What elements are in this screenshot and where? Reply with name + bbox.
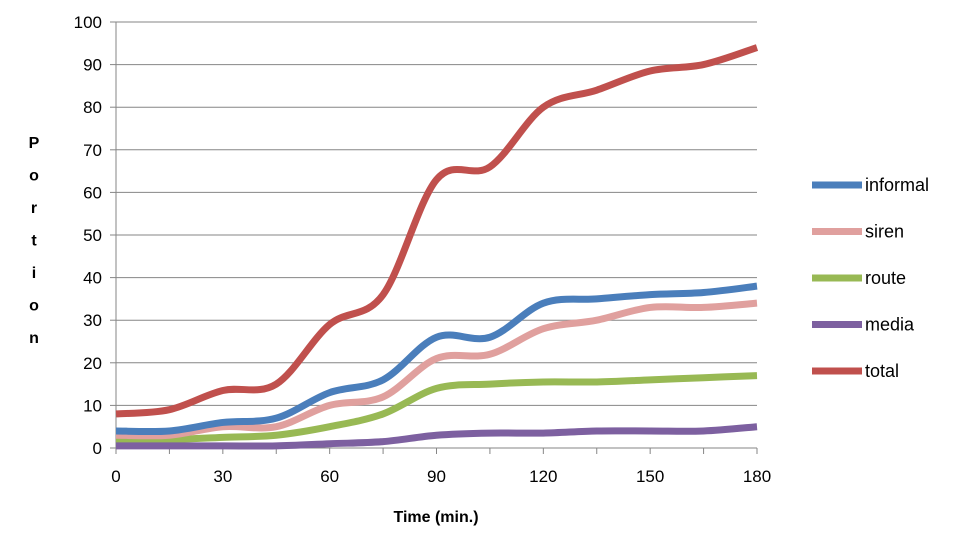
legend-label-total: total [865, 361, 899, 381]
y-axis-title-letter: P [29, 135, 40, 152]
x-tick-label: 0 [111, 467, 120, 486]
x-tick-label: 150 [636, 467, 664, 486]
legend-label-media: media [865, 315, 915, 335]
y-tick-label: 50 [83, 226, 102, 245]
y-axis-title-letter: n [29, 330, 39, 347]
x-tick-label: 60 [320, 467, 339, 486]
legend-label-informal: informal [865, 175, 929, 195]
y-axis-title-letter: o [29, 298, 39, 315]
y-tick-label: 30 [83, 311, 102, 330]
y-tick-label: 10 [83, 396, 102, 415]
y-tick-label: 70 [83, 141, 102, 160]
legend-label-siren: siren [865, 222, 904, 242]
x-axis-title: Time (min.) [393, 509, 478, 526]
y-axis-title-letter: t [31, 233, 37, 250]
x-tick-label: 180 [743, 467, 771, 486]
x-tick-label: 90 [427, 467, 446, 486]
series-line-media [115, 423, 758, 450]
y-tick-label: 40 [83, 269, 102, 288]
y-axis-title-letter: o [29, 168, 39, 185]
y-tick-label: 100 [74, 13, 102, 32]
y-tick-label: 60 [83, 183, 102, 202]
series-line-total [115, 44, 759, 418]
y-axis-title-letter: r [31, 200, 37, 217]
axes: 0 10 20 30 40 50 60 70 80 90 100 0 30 60 90 120 150 180 [74, 13, 772, 486]
y-tick-label: 0 [93, 439, 102, 458]
series-line-siren [115, 299, 758, 440]
x-tick-label: 120 [529, 467, 557, 486]
legend-label-route: route [865, 268, 906, 288]
y-axis-title-letter: i [32, 265, 36, 282]
series-line-informal [115, 282, 758, 436]
gridlines [116, 21, 757, 406]
series-line-route [115, 372, 758, 444]
y-tick-label: 20 [83, 354, 102, 373]
series-lines [115, 44, 759, 450]
legend: informal siren route media total [812, 175, 929, 381]
x-tick-label: 30 [213, 467, 232, 486]
y-tick-label: 90 [83, 56, 102, 75]
y-tick-label: 80 [83, 98, 102, 117]
